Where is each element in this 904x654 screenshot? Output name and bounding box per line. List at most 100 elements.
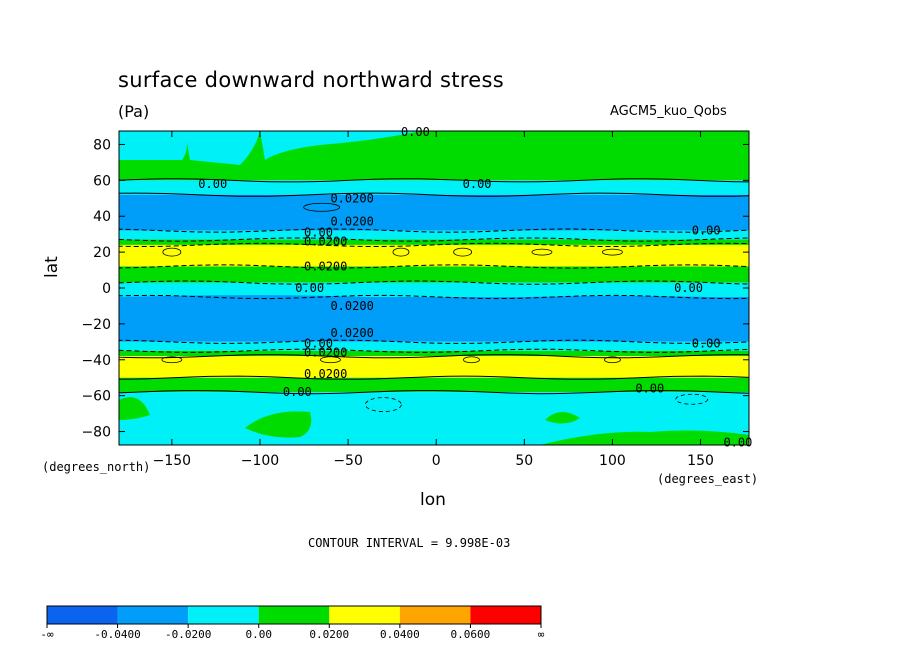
contour-oval-3 — [453, 247, 473, 257]
colorbar-label-5: 0.0400 — [380, 628, 420, 641]
contour-3 — [118, 237, 750, 242]
contour-9 — [118, 348, 750, 353]
model-name: AGCM5_kuo_Qobs — [610, 104, 727, 119]
y-tick-label-5: −20 — [81, 317, 111, 333]
colorbar-label-2: -0.0200 — [165, 628, 211, 641]
y-tick-label-2: 40 — [93, 209, 111, 225]
x-tick-label-0: −150 — [153, 453, 191, 469]
contour-oval-1 — [162, 247, 182, 257]
colorbar-box-6 — [470, 606, 541, 624]
y-tick-label-1: 60 — [93, 173, 111, 189]
contour-4 — [118, 242, 750, 248]
colorbar-box-2 — [188, 606, 259, 624]
x-tick-label-1: −100 — [241, 453, 279, 469]
contour-oval-11 — [675, 393, 709, 405]
colorbar-label-1: -0.0400 — [94, 628, 140, 641]
patch-2 — [260, 131, 420, 160]
colorbar-labels: -∞ -0.0400 -0.0200 0.00 0.0200 0.0400 0.0600 ∞ — [40, 624, 545, 641]
contour-label-16: 0.0200 — [304, 367, 347, 381]
colorbar-box-5 — [399, 606, 471, 624]
contour-label-10: 0.00 — [674, 281, 703, 295]
contour-label-14: 0.00 — [692, 337, 721, 351]
y-axis-units: (degrees_north) — [42, 460, 151, 474]
contour-label-0: 0.00 — [401, 125, 430, 139]
colorbar-box-0 — [47, 606, 118, 624]
contour-oval-2 — [392, 247, 410, 257]
y-axis-label: lat — [42, 256, 62, 278]
contour-2 — [118, 228, 750, 233]
band-9 — [119, 341, 749, 351]
contour-label-8: 0.0200 — [304, 259, 347, 273]
plot-patches — [119, 131, 749, 445]
x-tick-label-6: 150 — [687, 453, 714, 469]
contour-label-17: 0.00 — [283, 385, 312, 399]
band-11 — [119, 356, 749, 378]
y-tick-label-3: 20 — [93, 245, 111, 261]
contour-label-15: 0.0200 — [304, 346, 347, 360]
x-tick-label-2: −50 — [333, 453, 363, 469]
colorbar-boxes — [46, 605, 542, 625]
y-tick-label-4: 0 — [102, 281, 111, 297]
contour-label-12: 0.0200 — [330, 326, 373, 340]
x-tick-label-3: 0 — [432, 453, 441, 469]
contour-label-3: 0.0200 — [330, 191, 373, 205]
colorbar-label-6: 0.0600 — [451, 628, 491, 641]
band-3 — [119, 230, 749, 240]
contour-8 — [118, 339, 750, 344]
contour-7 — [118, 294, 750, 300]
contour-label-1: 0.00 — [198, 177, 227, 191]
contour-5 — [118, 264, 750, 269]
colorbar-label-0: -∞ — [40, 628, 54, 641]
patch-1 — [185, 131, 260, 165]
contour-label-11: 0.0200 — [330, 299, 373, 313]
contour-oval-0 — [303, 202, 341, 212]
colorbar-box-4 — [329, 606, 400, 624]
contour-label-2: 0.00 — [463, 177, 492, 191]
band-4 — [119, 239, 749, 245]
patch-3 — [119, 397, 150, 420]
colorbar-frame — [46, 605, 542, 625]
colorbar-label-4: 0.0200 — [309, 628, 349, 641]
patch-6 — [540, 430, 749, 445]
contour-12 — [118, 389, 750, 395]
patch-0 — [119, 131, 187, 160]
y-tick-label-6: −40 — [81, 353, 111, 369]
chart-units: (Pa) — [118, 102, 150, 121]
contour-oval-6 — [161, 356, 183, 364]
x-tick-label-4: 50 — [515, 453, 533, 469]
patch-4 — [245, 411, 312, 438]
band-7 — [119, 282, 749, 297]
contour-oval-10 — [364, 397, 402, 413]
plot-ticks: −150 −100 −50 0 50 100 150 80 60 40 20 0 −20 −40 −60 −8… — [81, 131, 749, 469]
contour-oval-5 — [602, 248, 623, 256]
band-5 — [119, 244, 749, 267]
contour-label-18: 0.00 — [635, 381, 664, 395]
contour-1 — [118, 192, 750, 197]
contour-label-9: 0.00 — [295, 281, 324, 295]
x-axis-label: lon — [420, 490, 446, 510]
x-tick-label-5: 100 — [599, 453, 626, 469]
contour-label-5: 0.00 — [304, 225, 333, 239]
contour-label-6: 0.00 — [692, 224, 721, 238]
contour-11 — [118, 375, 750, 380]
contour-label-19: 0.00 — [723, 435, 752, 449]
contour-0 — [118, 178, 750, 183]
contour-oval-8 — [463, 356, 480, 364]
patch-8 — [119, 295, 749, 305]
contour-label-13: 0.00 — [304, 337, 333, 351]
band-6 — [119, 266, 749, 283]
contour-label-4: 0.0200 — [330, 215, 373, 229]
contour-6 — [118, 280, 750, 285]
band-12 — [119, 377, 749, 393]
y-tick-label-8: −80 — [81, 425, 111, 441]
contour-interval: CONTOUR INTERVAL = 9.998E-03 — [308, 536, 511, 550]
colorbar-box-3 — [258, 606, 330, 624]
contour-oval-7 — [320, 356, 341, 364]
contour-10 — [118, 354, 750, 359]
band-2 — [119, 194, 749, 231]
contour-label-7: 0.0200 — [304, 234, 347, 248]
colorbar-label-7: ∞ — [538, 628, 545, 641]
plot-contours — [118, 178, 750, 413]
